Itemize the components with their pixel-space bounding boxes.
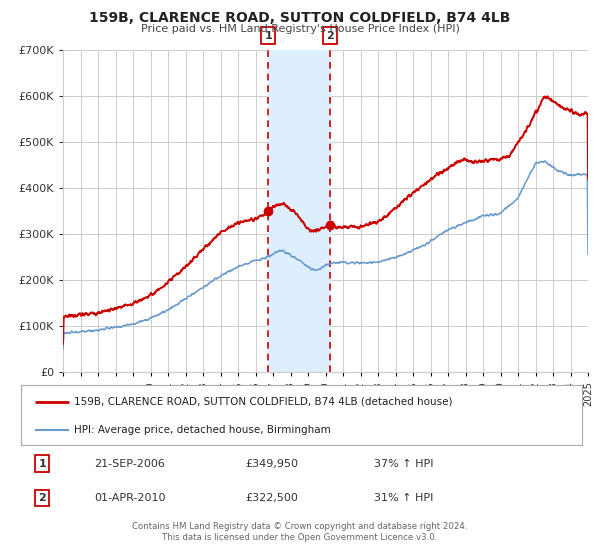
Text: Contains HM Land Registry data © Crown copyright and database right 2024.: Contains HM Land Registry data © Crown c… bbox=[132, 522, 468, 531]
Text: 31% ↑ HPI: 31% ↑ HPI bbox=[374, 493, 434, 503]
Text: 159B, CLARENCE ROAD, SUTTON COLDFIELD, B74 4LB: 159B, CLARENCE ROAD, SUTTON COLDFIELD, B… bbox=[89, 11, 511, 25]
Text: HPI: Average price, detached house, Birmingham: HPI: Average price, detached house, Birm… bbox=[74, 425, 331, 435]
Text: 1: 1 bbox=[38, 459, 46, 469]
Text: 1: 1 bbox=[264, 31, 272, 41]
Text: 159B, CLARENCE ROAD, SUTTON COLDFIELD, B74 4LB (detached house): 159B, CLARENCE ROAD, SUTTON COLDFIELD, B… bbox=[74, 396, 453, 407]
Text: 21-SEP-2006: 21-SEP-2006 bbox=[94, 459, 165, 469]
Text: This data is licensed under the Open Government Licence v3.0.: This data is licensed under the Open Gov… bbox=[163, 533, 437, 542]
Text: 01-APR-2010: 01-APR-2010 bbox=[94, 493, 166, 503]
Text: 37% ↑ HPI: 37% ↑ HPI bbox=[374, 459, 434, 469]
Text: 2: 2 bbox=[38, 493, 46, 503]
Text: £322,500: £322,500 bbox=[245, 493, 298, 503]
Text: 2: 2 bbox=[326, 31, 334, 41]
Bar bbox=[268, 50, 330, 372]
Text: Price paid vs. HM Land Registry's House Price Index (HPI): Price paid vs. HM Land Registry's House … bbox=[140, 24, 460, 34]
Text: £349,950: £349,950 bbox=[245, 459, 298, 469]
